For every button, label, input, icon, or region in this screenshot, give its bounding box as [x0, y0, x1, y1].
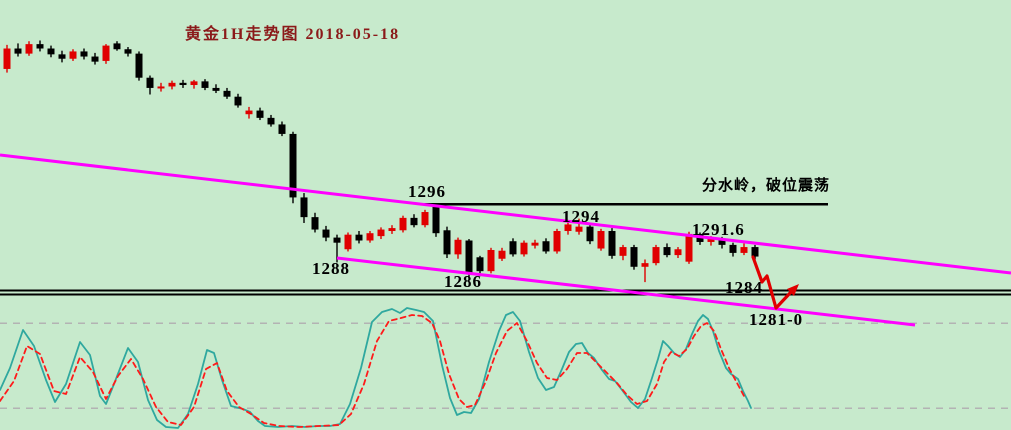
- price-label-1291-6: 1291.6: [692, 220, 745, 239]
- price-label-1286: 1286: [444, 272, 482, 291]
- candle-body-down: [751, 247, 759, 257]
- candle-body-down: [311, 217, 319, 230]
- candle-body-down: [47, 48, 55, 55]
- candle-body-up: [674, 249, 682, 256]
- arrow-head: [787, 284, 799, 296]
- candle-body-down: [443, 230, 451, 255]
- candle-body-up: [498, 250, 506, 259]
- candle-body-up: [652, 247, 660, 264]
- candle-body-down: [146, 77, 154, 88]
- candle-body-up: [597, 231, 605, 249]
- candle-body-up: [25, 44, 33, 54]
- candle-body-up: [421, 212, 429, 226]
- candle-body-up: [575, 226, 583, 232]
- candle-body-down: [179, 82, 187, 86]
- candle-body-up: [740, 247, 748, 253]
- candle-body-down: [256, 110, 264, 118]
- candle-body-down: [355, 234, 363, 241]
- candle-body-up: [685, 233, 693, 262]
- candle-body-down: [432, 204, 440, 234]
- trend-lines: [0, 153, 1011, 327]
- candle-body-up: [344, 234, 352, 250]
- candle-body-down: [36, 44, 44, 49]
- candlestick-series: [3, 40, 759, 283]
- candle-body-down: [663, 247, 671, 256]
- candle-body-down: [278, 124, 286, 134]
- candle-body-down: [476, 257, 484, 272]
- candle-body-up: [69, 51, 77, 59]
- candle-body-down: [80, 51, 88, 57]
- candle-body-down: [410, 217, 418, 226]
- candle-body-down: [124, 49, 132, 54]
- candle-body-down: [91, 56, 99, 62]
- candle-body-down: [586, 226, 594, 242]
- price-label-1281-0: 1281-0: [749, 310, 804, 329]
- candle-body-down: [608, 231, 616, 256]
- candle-body-down: [542, 241, 550, 252]
- oscillator-d-line: [0, 314, 745, 428]
- price-label-1296: 1296: [408, 182, 446, 201]
- candle-body-up: [190, 81, 198, 86]
- candle-body-up: [487, 249, 495, 272]
- candle-body-up: [641, 263, 649, 267]
- candle-body-down: [201, 81, 209, 88]
- candle-body-down: [223, 90, 231, 97]
- candle-body-down: [630, 247, 638, 267]
- candle-body-down: [322, 229, 330, 238]
- oscillator-panel: [0, 307, 752, 429]
- guide-lines: [0, 202, 1011, 409]
- oscillator-k-line: [0, 307, 752, 429]
- candle-body-down: [234, 96, 242, 106]
- candle-body-up: [388, 228, 396, 232]
- forecast-arrow: [751, 255, 799, 310]
- candle-body-down: [718, 239, 726, 245]
- candle-body-up: [366, 233, 374, 241]
- candle-body-up: [520, 242, 528, 255]
- chart-title: 黄金1H走势图 2018-05-18: [185, 26, 401, 43]
- lower-trendline: [336, 256, 916, 327]
- candle-body-up: [245, 110, 253, 115]
- candle-body-up: [377, 229, 385, 237]
- candle-body-up: [102, 45, 110, 61]
- candle-body-up: [157, 86, 165, 89]
- candle-body-down: [267, 117, 275, 125]
- candle-body-up: [399, 217, 407, 231]
- candle-body-down: [135, 53, 143, 78]
- candle-body-down: [289, 133, 297, 198]
- candle-body-up: [707, 239, 715, 242]
- candle-body-up: [531, 242, 539, 246]
- candle-body-down: [465, 240, 473, 273]
- candle-body-up: [553, 231, 561, 252]
- price-label-1288: 1288: [312, 259, 350, 278]
- candle-body-up: [3, 48, 11, 69]
- candle-body-up: [619, 247, 627, 256]
- candle-body-down: [14, 48, 22, 54]
- candle-body-up: [564, 224, 572, 232]
- candle-body-down: [509, 241, 517, 255]
- arrow-shaft: [751, 255, 793, 310]
- price-label-1294: 1294: [562, 207, 600, 226]
- candle-body-up: [168, 82, 176, 87]
- watershed-annotation: 分水岭，破位震荡: [702, 178, 831, 194]
- candle-body-down: [300, 197, 308, 218]
- candle-body-down: [729, 244, 737, 253]
- candle-body-down: [113, 43, 121, 50]
- upper-trendline: [0, 153, 1011, 275]
- candle-body-down: [212, 87, 220, 91]
- price-label-1284: 1284: [725, 278, 763, 297]
- candle-body-down: [333, 237, 341, 243]
- candle-body-down: [58, 54, 66, 59]
- candle-body-up: [454, 239, 462, 255]
